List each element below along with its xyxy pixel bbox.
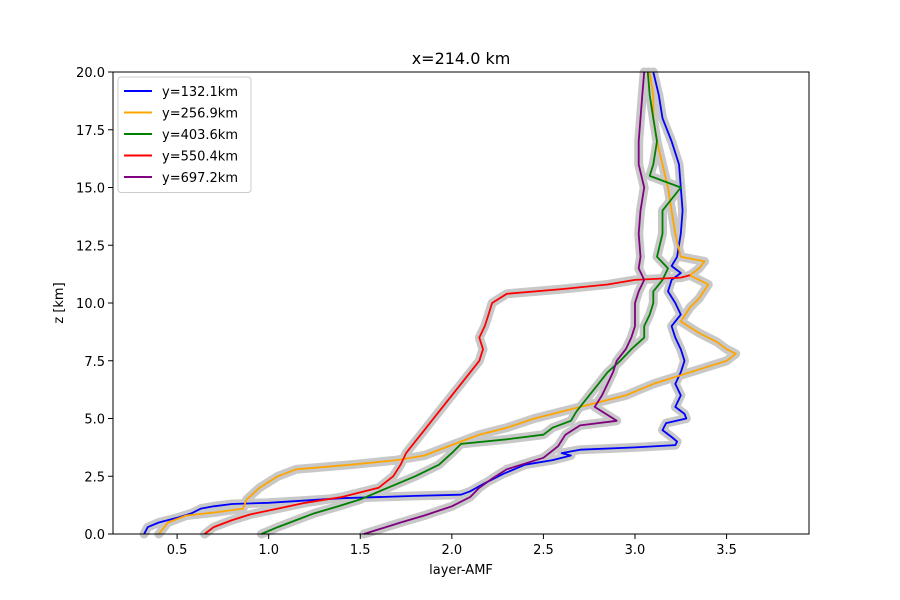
y-tick-label: 7.5 bbox=[84, 355, 105, 370]
y-axis-label: z [km] bbox=[52, 282, 67, 323]
series-line-4 bbox=[204, 274, 691, 535]
series-line-3 bbox=[261, 71, 682, 535]
x-tick-label: 2.0 bbox=[441, 543, 462, 558]
legend-label: y=550.4km bbox=[162, 150, 238, 165]
y-tick-label: 10.0 bbox=[76, 297, 105, 312]
y-tick-label: 2.5 bbox=[84, 470, 105, 485]
legend-label: y=132.1km bbox=[162, 85, 238, 100]
series-line-5 bbox=[363, 71, 646, 535]
y-tick-label: 15.0 bbox=[76, 182, 105, 197]
x-tick-label: 3.5 bbox=[716, 543, 737, 558]
y-axis-ticks: 0.0 2.5 5.0 7.5 10.0 12.5 15.0 17.5 20.0 bbox=[76, 66, 113, 543]
series-line-2 bbox=[158, 71, 737, 535]
x-tick-label: 2.5 bbox=[533, 543, 554, 558]
legend: y=132.1km y=256.9km y=403.6km y=550.4km y=69… bbox=[117, 76, 252, 193]
x-axis-label: layer-AMF bbox=[429, 563, 493, 578]
legend-label: y=697.2km bbox=[162, 171, 238, 186]
series-line-1 bbox=[143, 71, 688, 535]
legend-box bbox=[117, 76, 252, 193]
series-lines bbox=[143, 71, 737, 535]
y-tick-label: 12.5 bbox=[76, 239, 105, 254]
y-tick-label: 0.0 bbox=[84, 528, 105, 543]
x-tick-label: 1.5 bbox=[350, 543, 371, 558]
y-tick-label: 5.0 bbox=[84, 413, 105, 428]
x-tick-label: 0.5 bbox=[167, 543, 188, 558]
x-tick-label: 3.0 bbox=[625, 543, 646, 558]
y-tick-label: 20.0 bbox=[76, 66, 105, 81]
y-tick-label: 17.5 bbox=[76, 124, 105, 139]
x-tick-label: 1.0 bbox=[258, 543, 279, 558]
chart-title: x=214.0 km bbox=[412, 49, 511, 68]
legend-label: y=256.9km bbox=[162, 107, 238, 122]
legend-label: y=403.6km bbox=[162, 128, 238, 143]
x-axis-ticks: 0.5 1.0 1.5 2.0 2.5 3.0 3.5 bbox=[167, 534, 737, 558]
